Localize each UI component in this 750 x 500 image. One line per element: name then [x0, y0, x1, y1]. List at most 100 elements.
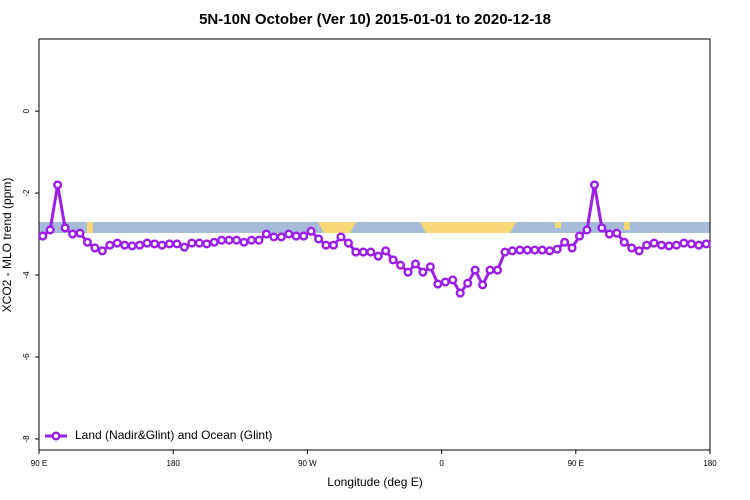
data-point: [306, 226, 316, 236]
data-point: [157, 240, 167, 250]
data-point: [567, 243, 577, 253]
data-point: [470, 265, 480, 275]
data-point: [179, 242, 189, 252]
data-point: [90, 243, 100, 253]
data-point: [328, 240, 339, 250]
data-point: [515, 245, 525, 255]
data-point: [343, 238, 353, 248]
data-point: [522, 245, 532, 255]
data-point: [276, 232, 286, 242]
data-point: [202, 239, 212, 249]
data-point: [97, 246, 107, 256]
data-point: [530, 245, 540, 255]
data-point: [120, 240, 130, 250]
data-point: [336, 232, 346, 242]
data-point: [351, 247, 361, 257]
data-point: [574, 231, 585, 241]
data-point: [642, 240, 652, 250]
data-point: [701, 239, 711, 249]
data-point: [142, 238, 152, 248]
data-point: [604, 229, 614, 239]
data-point: [656, 240, 667, 250]
data-point: [53, 180, 63, 190]
data-point: [634, 246, 644, 256]
x-tick-label: 0: [439, 459, 444, 468]
data-point: [45, 225, 55, 235]
data-point: [321, 240, 331, 250]
data-point: [425, 262, 435, 272]
data-point: [82, 237, 93, 247]
data-point: [560, 237, 570, 247]
x-axis-label: Longitude (deg E): [327, 475, 422, 489]
data-point: [187, 238, 197, 248]
data-point: [545, 246, 555, 256]
legend-marker: [51, 431, 61, 441]
data-point: [597, 223, 607, 233]
data-point: [485, 265, 495, 275]
data-point: [686, 239, 696, 249]
data-point: [679, 238, 689, 248]
data-point: [381, 246, 391, 256]
x-tick-label: 180: [703, 459, 717, 468]
data-point: [217, 235, 227, 245]
data-point: [224, 235, 234, 245]
y-tick-label: -4: [22, 271, 31, 279]
data-point: [552, 244, 562, 254]
data-point: [314, 234, 324, 244]
data-point: [478, 280, 488, 290]
data-point: [694, 240, 704, 250]
data-point: [291, 231, 301, 241]
data-point: [612, 228, 622, 238]
data-point: [172, 239, 182, 249]
data-point: [589, 180, 599, 190]
data-point: [246, 235, 257, 245]
x-tick-label: 90 E: [31, 459, 47, 468]
data-point: [537, 245, 547, 255]
y-axis-label: XCO2 - MLO trend (ppm): [0, 178, 14, 313]
data-point: [194, 238, 204, 248]
data-point: [261, 229, 271, 239]
data-point: [664, 241, 674, 251]
land-ocean-strip: [39, 222, 710, 233]
data-point: [112, 238, 122, 248]
x-tick-label: 90 W: [298, 459, 317, 468]
data-point: [448, 275, 458, 285]
y-tick-label: -2: [22, 189, 31, 197]
data-point: [366, 247, 376, 257]
x-tick-label: 90 E: [568, 459, 584, 468]
data-point: [463, 278, 473, 288]
data-point: [68, 229, 78, 239]
legend-label: Land (Nadir&Glint) and Ocean (Glint): [75, 428, 272, 442]
x-tick-label: 180: [167, 459, 181, 468]
data-point: [299, 231, 309, 241]
chart-title: 5N-10N October (Ver 10) 2015-01-01 to 20…: [199, 11, 551, 28]
data-point: [500, 247, 510, 257]
data-point: [284, 229, 294, 239]
data-point: [232, 235, 242, 245]
data-point: [164, 239, 175, 249]
data-point: [388, 255, 398, 265]
data-point: [440, 277, 450, 287]
data-point: [358, 247, 368, 257]
data-point: [619, 237, 629, 247]
y-tick-label: -8: [22, 435, 31, 443]
data-point: [150, 239, 160, 249]
data-point: [105, 240, 115, 250]
data-point: [209, 237, 219, 247]
data-point: [239, 237, 249, 247]
data-point: [507, 246, 517, 256]
data-point: [60, 223, 70, 233]
data-point: [135, 240, 145, 250]
data-point: [403, 267, 413, 277]
data-point: [396, 260, 406, 270]
data-point: [433, 279, 443, 289]
data-point: [410, 259, 421, 269]
data-point: [75, 228, 85, 238]
data-point: [127, 241, 137, 251]
data-point: [38, 231, 48, 241]
data-point: [418, 267, 428, 277]
data-point: [254, 235, 264, 245]
data-point: [492, 265, 503, 275]
y-tick-label: -6: [22, 353, 31, 361]
